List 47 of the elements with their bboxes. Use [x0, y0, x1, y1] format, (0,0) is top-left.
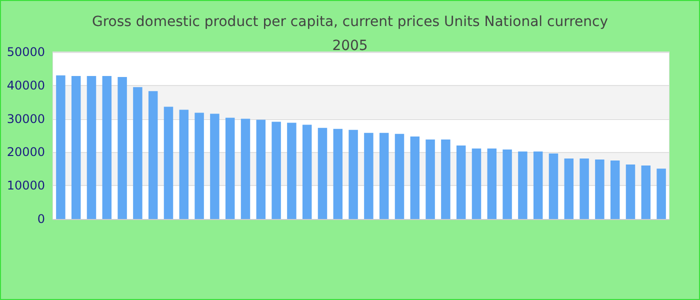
y-tick-label: 50000 — [6, 45, 45, 59]
bar — [118, 77, 127, 219]
bar — [102, 76, 112, 219]
bar — [164, 106, 174, 219]
bar — [318, 128, 328, 219]
bar — [487, 148, 497, 219]
bar — [302, 124, 312, 219]
bar — [472, 148, 482, 219]
bar — [641, 166, 651, 219]
bar — [194, 112, 204, 219]
chart-title: Gross domestic product per capita, current prices Units National currency 2005 — [92, 14, 608, 54]
bar — [256, 120, 266, 219]
y-tick-label: 40000 — [6, 78, 45, 92]
bar — [56, 75, 66, 219]
bar — [86, 76, 96, 219]
bar — [626, 164, 636, 219]
bar — [394, 134, 404, 219]
bar — [133, 87, 142, 219]
bar — [564, 158, 574, 219]
bar — [225, 118, 235, 219]
bar — [287, 122, 296, 219]
bar — [441, 140, 450, 219]
bar — [502, 150, 512, 219]
bar — [210, 114, 220, 219]
bar — [148, 91, 158, 219]
bar — [348, 130, 358, 219]
bar — [426, 140, 435, 219]
bar — [379, 132, 389, 219]
y-tick-label: 10000 — [6, 178, 45, 193]
bar — [333, 128, 343, 219]
bar — [518, 152, 528, 219]
bar — [656, 168, 666, 219]
bar — [272, 122, 281, 219]
bar — [548, 154, 558, 219]
bar — [71, 76, 81, 219]
bar — [179, 110, 189, 219]
bar — [610, 160, 620, 219]
bar — [533, 152, 543, 219]
bar — [595, 160, 604, 219]
bar — [364, 132, 374, 219]
y-tick-label: 0 — [37, 212, 45, 226]
bar — [240, 118, 250, 219]
y-tick-label: 30000 — [6, 112, 45, 126]
bar — [410, 136, 420, 219]
y-tick-label: 20000 — [6, 145, 45, 160]
bar — [456, 146, 466, 219]
bar — [580, 158, 589, 219]
